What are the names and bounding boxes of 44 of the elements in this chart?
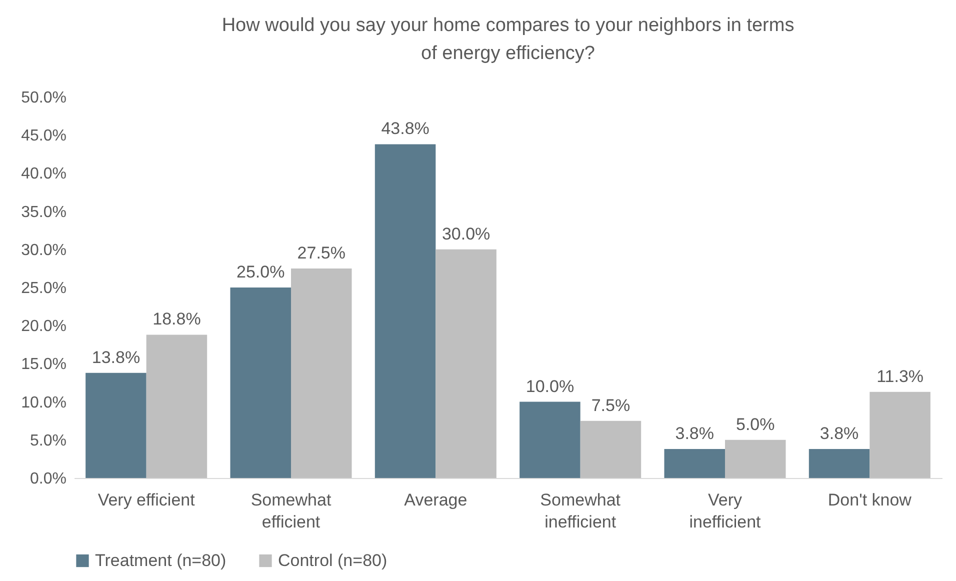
y-tick-label: 30.0% <box>21 242 66 259</box>
x-tick-label: Average <box>404 490 468 510</box>
bar <box>870 392 930 478</box>
data-label: 3.8% <box>675 424 714 444</box>
bar <box>374 144 436 478</box>
data-label: 11.3% <box>876 366 924 386</box>
bar <box>86 372 146 478</box>
y-tick-label: 25.0% <box>21 280 66 297</box>
bar <box>146 334 208 478</box>
x-tick-label: Don't know <box>828 490 912 510</box>
y-tick-label: 15.0% <box>21 356 66 374</box>
bar <box>230 288 291 478</box>
data-label: 10.0% <box>526 376 574 396</box>
data-label: 18.8% <box>152 310 201 329</box>
y-tick-label: 40.0% <box>21 166 66 183</box>
y-tick-label: 45.0% <box>21 128 66 145</box>
x-tick-label: Very inefficient <box>689 490 762 532</box>
data-label: 27.5% <box>297 243 346 262</box>
bar <box>520 402 580 478</box>
bar <box>725 440 786 478</box>
y-tick-label: 35.0% <box>21 204 66 221</box>
data-label: 7.5% <box>591 396 630 415</box>
bar <box>291 268 352 478</box>
bar <box>580 420 642 478</box>
bar <box>808 449 870 478</box>
y-tick-label: 10.0% <box>21 394 66 412</box>
data-label: 5.0% <box>736 414 775 434</box>
x-tick-label: Somewhat inefficient <box>540 490 621 532</box>
y-tick-label: 20.0% <box>21 318 66 336</box>
data-label: 30.0% <box>442 224 490 244</box>
data-label: 25.0% <box>236 262 285 282</box>
data-label: 3.8% <box>820 424 859 444</box>
y-tick-label: 5.0% <box>30 432 66 450</box>
y-tick-label: 50.0% <box>21 90 66 106</box>
legend-label: Control (n=80) <box>278 550 388 570</box>
x-tick-label: Very efficient <box>98 490 196 510</box>
chart-title: How would you say your home compares to your neighbors in terms of energy efficiency? <box>222 15 794 64</box>
bar <box>664 449 725 478</box>
y-tick-label: 0.0% <box>30 470 66 488</box>
x-tick-label: Somewhat efficient <box>250 490 332 532</box>
bar <box>436 249 496 478</box>
legend-label: Treatment (n=80) <box>95 550 226 570</box>
data-label: 13.8% <box>92 348 140 367</box>
data-label: 43.8% <box>381 119 430 138</box>
